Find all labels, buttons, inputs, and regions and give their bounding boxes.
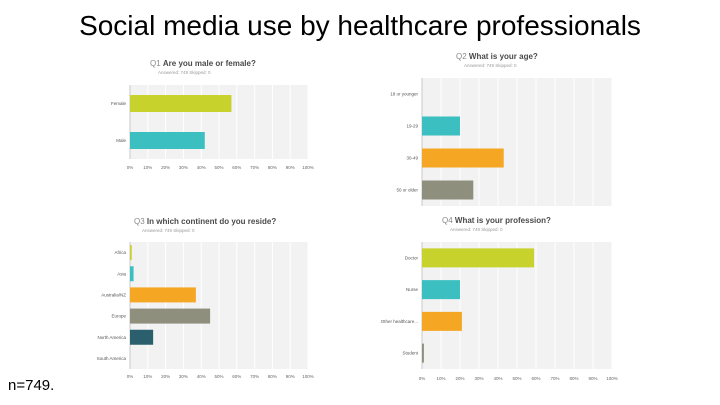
bar — [130, 287, 196, 303]
x-tick-label: 10% — [143, 165, 152, 170]
x-tick-label: 30% — [474, 376, 483, 381]
category-label: 19-29 — [406, 124, 418, 129]
chart-subtitle: Answered: 749 Skipped: 0 — [158, 70, 211, 75]
category-label: Australia/NZ — [101, 292, 126, 297]
bar — [422, 180, 474, 200]
category-label: Other healthcare... — [381, 319, 418, 324]
x-tick-label: 10% — [143, 374, 152, 379]
bar — [130, 266, 134, 282]
x-tick-label: 0% — [127, 165, 134, 170]
x-tick-label: 100% — [302, 374, 314, 379]
x-tick-label: 90% — [286, 165, 295, 170]
chart-q2-age: Q2 What is your age? Answered: 749 Skippe… — [370, 48, 620, 210]
x-tick-label: 80% — [268, 165, 277, 170]
sample-size-note: n=749. — [8, 377, 55, 394]
chart-title: Q2 What is your age? — [456, 52, 538, 61]
chart-subtitle: Answered: 749 Skipped: 0 — [142, 228, 195, 233]
category-label: Africa — [114, 250, 126, 255]
category-label: 18 or younger — [390, 92, 418, 97]
category-label: South America — [97, 356, 127, 361]
category-label: Female — [111, 101, 127, 106]
bar — [422, 343, 424, 363]
category-label: Male — [116, 138, 126, 143]
category-label: 50 or older — [396, 188, 418, 193]
x-tick-label: 0% — [419, 376, 426, 381]
question-text: What is your age? — [469, 52, 538, 61]
question-text: What is your profession? — [455, 216, 551, 225]
x-tick-label: 70% — [250, 374, 259, 379]
x-tick-label: 70% — [550, 376, 559, 381]
chart-svg: Q4 What is your profession? Answered: 749… — [381, 216, 618, 381]
bar — [130, 308, 211, 324]
question-text: Are you male or female? — [163, 59, 256, 68]
category-label: Student — [402, 351, 418, 356]
x-tick-label: 20% — [161, 374, 170, 379]
x-tick-label: 100% — [606, 376, 618, 381]
bar — [130, 329, 154, 345]
category-label: Nurse — [406, 287, 419, 292]
question-number: Q4 — [442, 216, 455, 225]
chart-q4-profession: Q4 What is your profession? Answered: 749… — [381, 212, 620, 384]
question-number: Q2 — [456, 52, 469, 61]
x-tick-label: 40% — [197, 374, 206, 379]
category-label: Asia — [117, 271, 126, 276]
chart-subtitle: Answered: 749 Skipped: 0 — [450, 227, 503, 232]
bar — [422, 280, 460, 300]
bar — [422, 248, 535, 268]
bar — [422, 311, 462, 331]
x-tick-label: 10% — [436, 376, 445, 381]
x-tick-label: 60% — [531, 376, 540, 381]
x-tick-label: 70% — [250, 165, 259, 170]
bar — [422, 116, 460, 136]
x-tick-label: 40% — [197, 165, 206, 170]
x-tick-label: 50% — [214, 165, 223, 170]
category-label: Europe — [111, 314, 126, 319]
x-tick-label: 0% — [127, 374, 134, 379]
x-tick-label: 80% — [569, 376, 578, 381]
x-tick-label: 100% — [302, 165, 314, 170]
bar — [130, 95, 232, 112]
chart-subtitle: Answered: 749 Skipped: 0 — [464, 63, 517, 68]
x-tick-label: 20% — [161, 165, 170, 170]
x-tick-label: 60% — [232, 165, 241, 170]
category-label: North America — [97, 335, 126, 340]
x-tick-label: 50% — [214, 374, 223, 379]
chart-title: Q3 In which continent do you reside? — [134, 217, 276, 226]
category-label: Doctor — [405, 255, 419, 260]
x-tick-label: 80% — [268, 374, 277, 379]
bar — [130, 245, 132, 261]
chart-svg: Q3 In which continent do you reside? Answ… — [97, 217, 314, 379]
x-tick-label: 30% — [179, 165, 188, 170]
bar — [422, 148, 504, 168]
x-tick-label: 90% — [588, 376, 597, 381]
chart-svg: Q2 What is your age? Answered: 749 Skippe… — [390, 52, 613, 206]
chart-svg: Q1 Are you male or female? Answered: 749 … — [111, 59, 314, 170]
bar — [130, 132, 205, 149]
slide-title: Social media use by healthcare professio… — [79, 10, 641, 41]
category-label: 30-49 — [406, 156, 418, 161]
chart-title: Q4 What is your profession? — [442, 216, 551, 225]
chart-q1-gender: Q1 Are you male or female? Answered: 749 … — [100, 55, 320, 175]
x-tick-label: 20% — [455, 376, 464, 381]
chart-q3-continent: Q3 In which continent do you reside? Answ… — [90, 212, 315, 384]
x-tick-label: 90% — [286, 374, 295, 379]
x-tick-label: 60% — [232, 374, 241, 379]
question-number: Q1 — [150, 59, 163, 68]
question-number: Q3 — [134, 217, 147, 226]
question-text: In which continent do you reside? — [147, 217, 276, 226]
x-tick-label: 40% — [493, 376, 502, 381]
chart-title: Q1 Are you male or female? — [150, 59, 256, 68]
x-tick-label: 30% — [179, 374, 188, 379]
x-tick-label: 50% — [512, 376, 521, 381]
